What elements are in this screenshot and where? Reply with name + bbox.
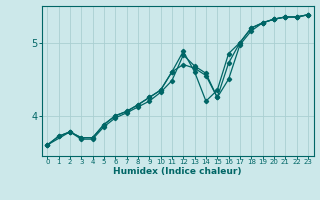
X-axis label: Humidex (Indice chaleur): Humidex (Indice chaleur)	[113, 167, 242, 176]
